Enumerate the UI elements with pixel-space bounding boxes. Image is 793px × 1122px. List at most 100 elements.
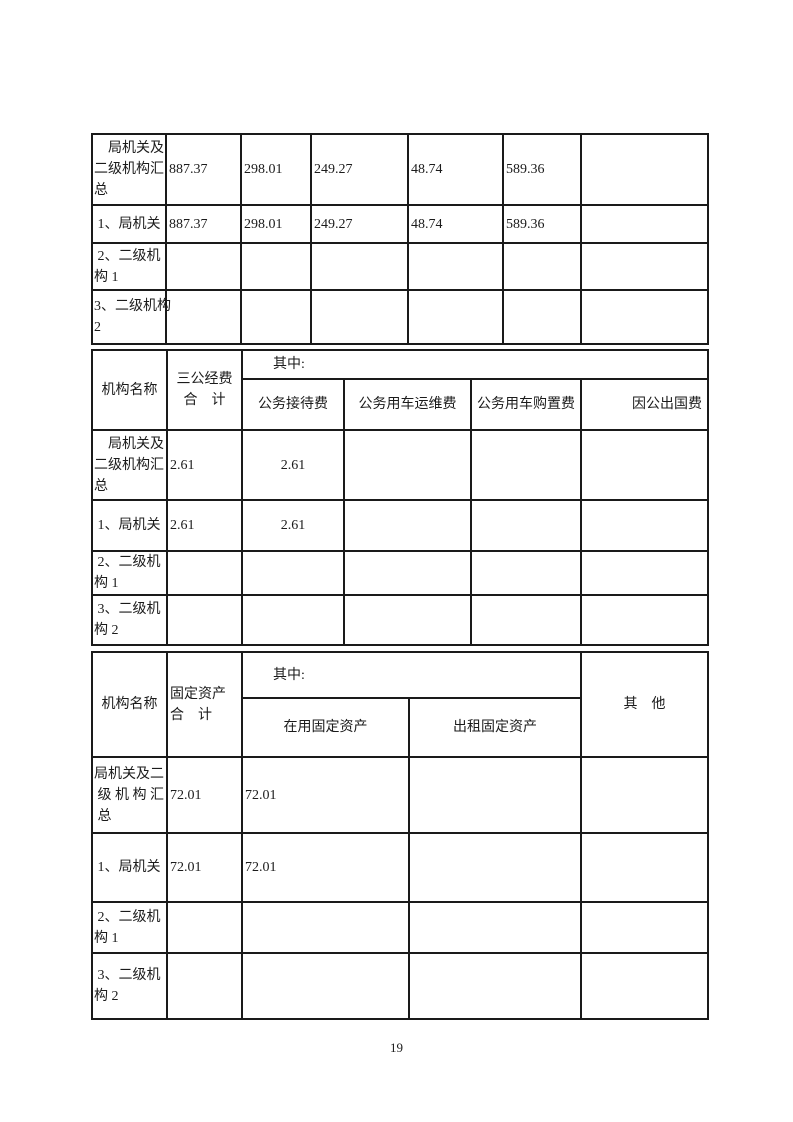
table-row: 局机关及二 级 机 构 汇 总 72.01 72.01	[91, 756, 710, 834]
value-cell: 249.27	[310, 204, 409, 244]
value-cell	[407, 289, 504, 345]
value-cell	[502, 242, 582, 291]
header-row: 机构名称 三公经费 合 计 其中:	[91, 349, 710, 431]
value-cell	[580, 242, 709, 291]
vehicle-purchase-fee-header: 公务用车购置费	[470, 378, 582, 431]
value-cell: 298.01	[240, 204, 312, 244]
value-cell: 887.37	[165, 133, 242, 206]
value-cell	[579, 594, 710, 646]
org-name-header: 机构名称	[91, 651, 168, 758]
other-value-cell	[580, 952, 710, 1020]
org-label-cell: 1、局机关	[91, 499, 168, 552]
among-which-header: 其中:	[240, 349, 710, 380]
three-public-funds-table: 机构名称 三公经费 合 计 其中: 公务接待费 公务用车运维费 公务用车购置费 …	[91, 349, 710, 646]
value-cell	[580, 289, 709, 345]
value-cell	[407, 756, 583, 834]
fixed-assets-table: 机构名称 固定资产 合 计 其中: 其 他 在用固定资产 出租固定资产 局机关及…	[91, 651, 710, 1020]
total-value-cell	[166, 550, 243, 596]
table-row: 局机关及 二级机构汇 总 887.37 298.01 249.27 48.74 …	[91, 133, 709, 206]
value-cell: 249.27	[310, 133, 409, 206]
org-label-cell: 3、二级机构 2	[91, 289, 171, 345]
value-cell: 2.61	[241, 499, 345, 552]
value-cell	[470, 429, 582, 501]
other-header: 其 他	[580, 651, 710, 758]
leased-assets-header: 出租固定资产	[407, 697, 583, 758]
org-label-cell: 2、二级机 构 1	[91, 242, 167, 291]
other-value-cell	[580, 901, 710, 954]
table-row: 局机关及 二级机构汇 总 2.61 2.61	[91, 429, 710, 501]
value-cell: 72.01	[241, 832, 410, 903]
org-label-cell: 3、二级机 构 2	[91, 594, 168, 646]
value-cell	[165, 242, 242, 291]
value-cell: 48.74	[407, 133, 504, 206]
among-which-header: 其中:	[240, 651, 583, 699]
value-cell: 589.36	[502, 204, 582, 244]
subheader-row: 公务接待费 公务用车运维费 公务用车购置费 因公出国费	[92, 378, 710, 431]
value-cell	[579, 550, 710, 596]
value-cell: 589.36	[502, 133, 582, 206]
total-header: 固定资产 合 计	[166, 651, 243, 758]
total-value-cell	[166, 594, 243, 646]
value-cell	[240, 289, 312, 345]
org-label-cell: 局机关及 二级机构汇 总	[91, 429, 168, 501]
abroad-fee-header: 因公出国费	[579, 378, 710, 431]
org-label-cell: 2、二级机 构 1	[91, 550, 168, 596]
value-cell	[343, 594, 472, 646]
page-number: 19	[390, 1040, 403, 1055]
value-cell	[579, 499, 710, 552]
value-cell	[407, 952, 583, 1020]
org-label-cell: 2、二级机 构 1	[91, 901, 168, 954]
value-cell	[240, 242, 312, 291]
table-row: 3、二级机 构 2	[91, 952, 710, 1020]
value-cell	[241, 550, 345, 596]
value-cell: 887.37	[165, 204, 242, 244]
total-value-cell: 2.61	[166, 429, 243, 501]
value-cell: 48.74	[407, 204, 504, 244]
total-value-cell	[166, 901, 243, 954]
value-cell: 298.01	[240, 133, 312, 206]
value-cell	[165, 289, 242, 345]
value-cell: 2.61	[241, 429, 345, 501]
table-row: 3、二级机构 2	[91, 289, 709, 345]
total-value-cell: 72.01	[166, 756, 243, 834]
table-row: 1、局机关 2.61 2.61	[91, 499, 710, 552]
expenditure-continued-table: 局机关及 二级机构汇 总 887.37 298.01 249.27 48.74 …	[91, 133, 709, 345]
org-label-cell: 1、局机关	[91, 832, 168, 903]
total-value-cell: 72.01	[166, 832, 243, 903]
value-cell	[502, 289, 582, 345]
table-row: 1、局机关 72.01 72.01	[91, 832, 710, 903]
value-cell	[407, 901, 583, 954]
value-cell	[343, 499, 472, 552]
reception-fee-header: 公务接待费	[241, 378, 345, 431]
value-cell	[241, 901, 410, 954]
value-cell	[343, 429, 472, 501]
value-cell	[470, 594, 582, 646]
total-value-cell	[166, 952, 243, 1020]
value-cell	[343, 550, 472, 596]
value-cell	[470, 550, 582, 596]
table-row: 2、二级机 构 1	[91, 242, 709, 291]
total-value-cell: 2.61	[166, 499, 243, 552]
value-cell	[579, 429, 710, 501]
value-cell	[241, 952, 410, 1020]
value-cell	[241, 594, 345, 646]
org-label-cell: 3、二级机 构 2	[91, 952, 168, 1020]
value-cell	[407, 832, 583, 903]
value-cell: 72.01	[241, 756, 410, 834]
total-header: 三公经费 合 计	[166, 349, 243, 431]
org-label-cell: 局机关及二 级 机 构 汇 总	[91, 756, 168, 834]
in-use-assets-header: 在用固定资产	[241, 697, 410, 758]
value-cell	[580, 204, 709, 244]
value-cell	[407, 242, 504, 291]
table-row: 2、二级机 构 1	[91, 550, 710, 596]
value-cell	[310, 242, 409, 291]
org-name-header: 机构名称	[91, 349, 168, 431]
org-label-cell: 1、局机关	[91, 204, 167, 244]
vehicle-operation-fee-header: 公务用车运维费	[343, 378, 472, 431]
subheader-row: 在用固定资产 出租固定资产	[92, 697, 708, 758]
other-value-cell	[580, 832, 710, 903]
header-row: 机构名称 固定资产 合 计 其中: 其 他	[91, 651, 710, 758]
other-value-cell	[580, 756, 710, 834]
value-cell	[470, 499, 582, 552]
